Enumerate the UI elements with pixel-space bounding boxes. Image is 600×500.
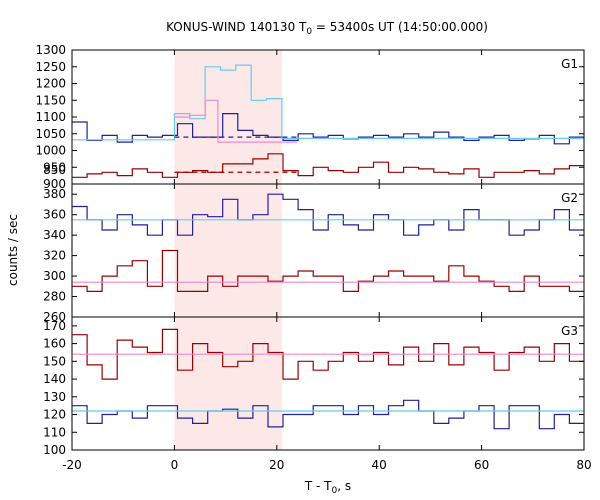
panel-g1-y-tick-label: 850 — [43, 163, 66, 177]
burst-interval-highlight — [174, 50, 282, 450]
panel-g2-y-tick-label: 260 — [43, 310, 66, 324]
frame-layer — [71, 49, 585, 451]
panel-g1-label: G1 — [561, 57, 578, 71]
panel-g3-y-tick-label: 120 — [43, 408, 66, 422]
panel-g2-y-tick-label: 280 — [43, 290, 66, 304]
panel-g1-y-tick-label: 1300 — [35, 43, 66, 57]
panel-g2-y-tick-label: 380 — [43, 187, 66, 201]
panel-g3-y-tick-label: 110 — [43, 425, 66, 439]
panel-g2-series-dark-blue — [72, 193, 584, 236]
panel-g1-y-tick-label: 900 — [43, 177, 66, 191]
panel-g1-y-tick-label: 950 — [43, 160, 66, 174]
y-axis-title: counts / sec — [6, 214, 20, 286]
panel-g1-series-pink — [174, 99, 298, 143]
panel-g1-y-tick-label: 1250 — [35, 60, 66, 74]
panel-g3-series-dark-blue — [72, 399, 584, 430]
panel-g3-y-tick-label: 150 — [43, 354, 66, 368]
x-tick-label: 80 — [576, 458, 591, 472]
series-layer — [72, 64, 584, 430]
panel-g2-series-dark-red — [72, 249, 584, 292]
panel-g2-y-tick-label: 320 — [43, 249, 66, 263]
panel-g3-label: G3 — [561, 324, 578, 338]
panel-g2-y-tick-label: 360 — [43, 208, 66, 222]
panel-g3-y-tick-label: 130 — [43, 390, 66, 404]
panel-g2-label: G2 — [561, 191, 578, 205]
x-axis-title: T - T0, s — [304, 479, 351, 496]
panel-g1-y-tick-label: 1150 — [35, 93, 66, 107]
x-tick-label: 40 — [372, 458, 387, 472]
panel-g1-series-light-blue — [72, 64, 584, 141]
x-tick-label: 0 — [171, 458, 179, 472]
highlight-layer — [174, 50, 282, 450]
panel-g3-y-tick-label: 140 — [43, 372, 66, 386]
panel-g3-y-tick-label: 100 — [43, 443, 66, 457]
panel-g1-y-tick-label: 1050 — [35, 127, 66, 141]
panel-g1-series-dark-red — [72, 153, 584, 178]
x-tick-label: -20 — [62, 458, 82, 472]
panel-g3-series-dark-red — [72, 328, 584, 380]
x-tick-label: 60 — [474, 458, 489, 472]
tick-layer: 8509009501000105011001150120012501300G12… — [35, 43, 591, 472]
x-tick-label: 20 — [269, 458, 284, 472]
panel-g3-y-tick-label: 170 — [43, 319, 66, 333]
panel-g2-frame — [71, 183, 585, 318]
panel-g1-y-tick-label: 1100 — [35, 110, 66, 124]
panel-g3-frame — [71, 316, 585, 451]
panel-g3-y-tick-label: 160 — [43, 337, 66, 351]
panel-g2-y-tick-label: 300 — [43, 269, 66, 283]
chart-title: KONUS-WIND 140130 T0 = 53400s UT (14:50:… — [166, 20, 488, 37]
panel-g2-y-tick-label: 340 — [43, 228, 66, 242]
panel-g1-y-tick-label: 1000 — [35, 144, 66, 158]
panel-g1-series-dark-blue — [72, 113, 584, 145]
panel-g1-y-tick-label: 1200 — [35, 77, 66, 91]
panel-g1-frame — [71, 49, 585, 185]
